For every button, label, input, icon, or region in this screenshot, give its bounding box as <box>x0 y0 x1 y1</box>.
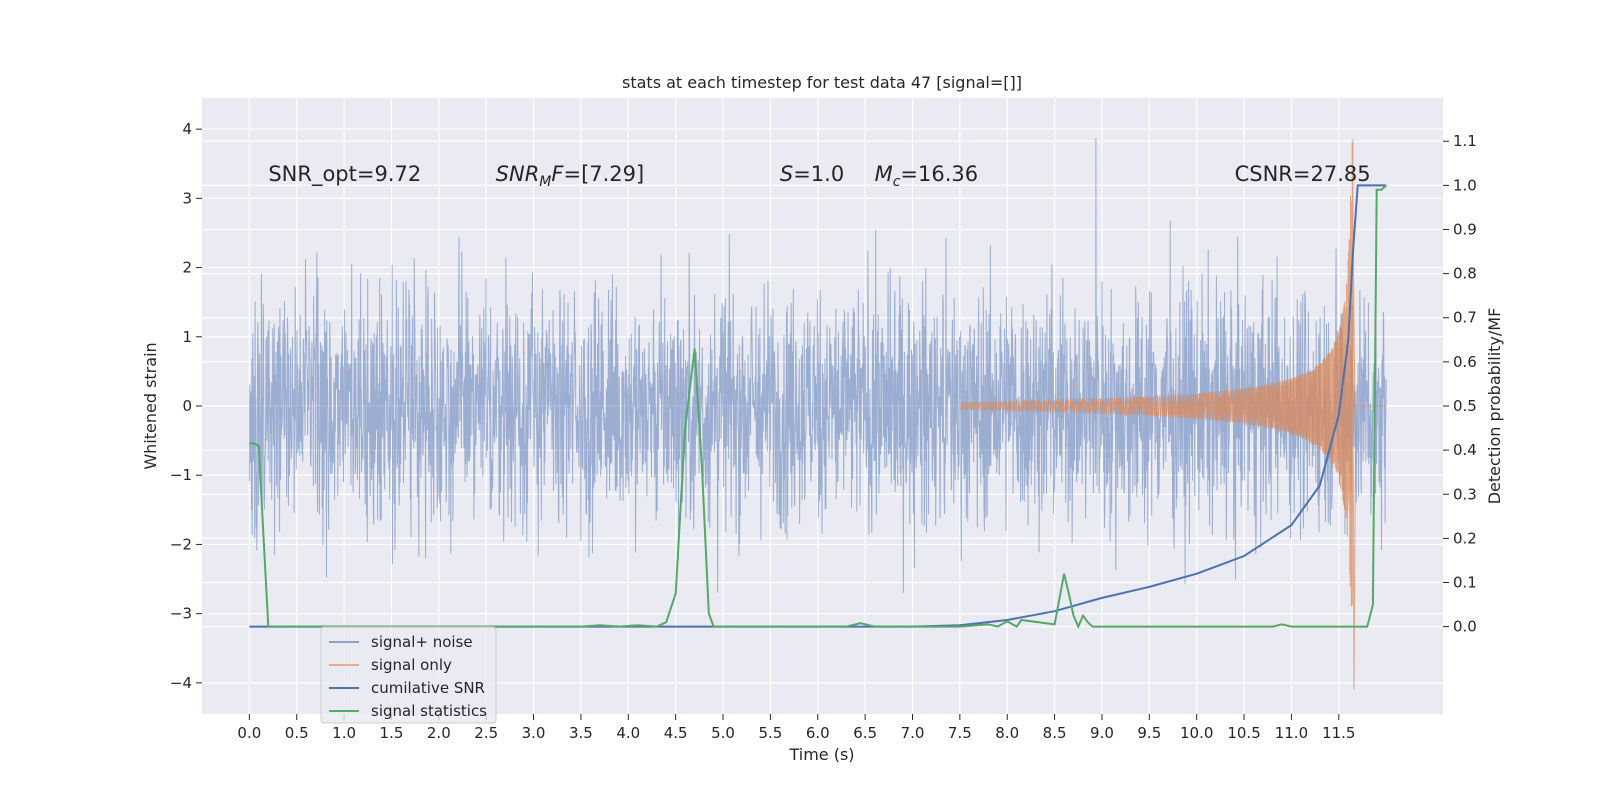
annotation-2: S=1.0 <box>780 162 844 186</box>
y2-tick-label: 1.0 <box>1453 176 1477 194</box>
x-tick-label: 9.5 <box>1137 724 1161 742</box>
y2-tick-label: 0.9 <box>1453 220 1477 238</box>
annotation-4: CSNR=27.85 <box>1235 162 1371 186</box>
y2-tick-label: 0.6 <box>1453 353 1477 371</box>
y-tick-label: −3 <box>170 605 192 623</box>
y-tick-label: −4 <box>170 674 192 692</box>
y-tick-label: −1 <box>170 466 192 484</box>
x-tick-label: 10.5 <box>1227 724 1260 742</box>
x-tick-label: 0.5 <box>285 724 309 742</box>
ticks: 0.0 0.5 1.0 1.5 2.0 2.5 3.0 3.5 4.0 4.5 5.0 5.5 6.0 6… <box>170 120 1477 742</box>
series-signal-only <box>959 139 1387 690</box>
annotation-1: SNRMF=[7.29] <box>496 162 645 190</box>
y-tick-label: 4 <box>182 120 192 138</box>
series-signal-noise <box>248 137 1387 593</box>
y-tick-label: −2 <box>170 535 192 553</box>
chart-title: stats at each timestep for test data 47 … <box>622 73 1022 92</box>
annotation-0: SNR_opt=9.72 <box>268 162 421 187</box>
y2-tick-label: 0.7 <box>1453 309 1477 327</box>
series-line-2 <box>249 184 1387 628</box>
x-tick-label: 4.5 <box>664 724 688 742</box>
x-tick-label: 7.0 <box>901 724 925 742</box>
legend-box <box>320 626 497 724</box>
legend-label-0: signal+ noise <box>371 633 473 651</box>
y2-tick-label: 0.4 <box>1453 441 1477 459</box>
x-tick-label: 10.0 <box>1180 724 1213 742</box>
x-tick-label: 11.5 <box>1322 724 1355 742</box>
y-tick-label: 1 <box>182 328 192 346</box>
signal-only-line <box>959 139 1387 690</box>
x-tick-label: 6.0 <box>806 724 830 742</box>
y2-tick-label: 0.2 <box>1453 529 1477 547</box>
y-tick-label: 2 <box>182 259 192 277</box>
x-tick-label: 8.0 <box>995 724 1019 742</box>
x-tick-label: 1.0 <box>332 724 356 742</box>
x-tick-label: 4.0 <box>616 724 640 742</box>
x-tick-label: 9.0 <box>1090 724 1114 742</box>
y2-axis-label: Detection probability/MF <box>1485 308 1504 505</box>
x-tick-label: 5.5 <box>758 724 782 742</box>
legend: signal+ noise signal only cumilative SNR si… <box>320 626 497 724</box>
x-axis-label: Time (s) <box>788 745 854 764</box>
y2-tick-label: 0.8 <box>1453 265 1477 283</box>
y-tick-label: 0 <box>182 397 192 415</box>
x-tick-label: 1.5 <box>380 724 404 742</box>
x-tick-label: 6.5 <box>853 724 877 742</box>
y2-tick-label: 0.3 <box>1453 485 1477 503</box>
y2-tick-label: 1.1 <box>1453 132 1477 150</box>
x-tick-label: 2.5 <box>474 724 498 742</box>
legend-label-3: signal statistics <box>371 702 487 720</box>
y2-tick-label: 0.1 <box>1453 574 1477 592</box>
y-tick-label: 3 <box>182 189 192 207</box>
y2-tick-label: 0.5 <box>1453 397 1477 415</box>
annotation-3: Mc=16.36 <box>875 162 979 190</box>
signal-noise-line <box>248 137 1387 593</box>
annotations: SNR_opt=9.72 SNRMF=[7.29] S=1.0 Mc=16.36 CSN… <box>268 162 1370 190</box>
x-tick-label: 3.0 <box>522 724 546 742</box>
x-tick-label: 7.5 <box>948 724 972 742</box>
x-tick-label: 0.0 <box>237 724 261 742</box>
x-tick-label: 5.0 <box>711 724 735 742</box>
x-tick-label: 2.0 <box>427 724 451 742</box>
y2-tick-label: 0.0 <box>1453 618 1477 636</box>
x-tick-label: 8.5 <box>1043 724 1067 742</box>
x-tick-label: 11.0 <box>1275 724 1308 742</box>
y-axis-label: Whitened strain <box>141 342 160 469</box>
legend-label-1: signal only <box>371 656 452 674</box>
x-tick-label: 3.5 <box>569 724 593 742</box>
legend-label-2: cumilative SNR <box>371 679 485 697</box>
